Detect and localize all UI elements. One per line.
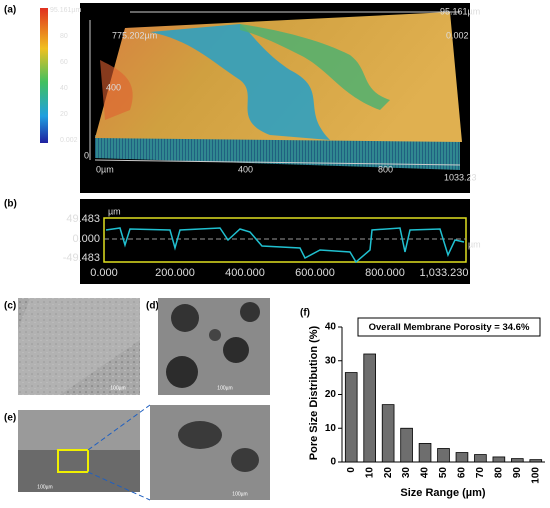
x-tick-label: 400.000 [225, 267, 265, 279]
y-tick-label: 30 [325, 355, 337, 366]
y-tick-label: 20 [325, 389, 337, 400]
panel-label: (d) [146, 301, 159, 312]
y-tick-label: 49.483 [66, 213, 100, 225]
zoom-line [87, 404, 151, 451]
x-tick-label: 30 [401, 467, 412, 479]
surface-walls [95, 135, 460, 170]
bar [492, 456, 506, 463]
colorbar-label: 60 [60, 59, 68, 66]
bar [474, 454, 487, 463]
y-tick-label: 10 [325, 423, 337, 434]
x-tick-label: 40 [420, 467, 431, 479]
pore [223, 337, 249, 363]
axis-label: 775.202µm [112, 30, 157, 40]
x-tick-label: 70 [475, 467, 486, 479]
axis-label: 800 [378, 164, 393, 174]
colorbar-label: 0.002 [60, 137, 78, 144]
panel-label: (a) [4, 5, 16, 16]
bar [400, 427, 413, 463]
colorbar-label: 80 [60, 33, 68, 40]
axis-line [94, 159, 461, 166]
axis-label: 0 [84, 150, 89, 160]
bar [363, 353, 376, 463]
x-tick-label: 80 [494, 467, 505, 479]
pore [166, 356, 198, 388]
x-axis-title: Size Range (µm) [400, 487, 486, 499]
pore [171, 304, 199, 332]
pore [209, 329, 221, 341]
zoom-box [57, 449, 89, 473]
x-tick-label: 800.000 [365, 267, 405, 279]
x-tick-label: 100 [530, 467, 541, 484]
surface-valley [240, 24, 390, 110]
x-tick-label: 50 [438, 467, 449, 479]
unit-label: µm [468, 239, 481, 249]
profile-line [105, 227, 465, 264]
pore [231, 448, 259, 472]
zoom-line [87, 471, 151, 501]
y-tick-label: 0 [330, 457, 336, 468]
x-tick-label: 20 [383, 467, 394, 479]
bar [455, 452, 469, 463]
y-axis-title: Pore Size Distribution (%) [308, 325, 320, 460]
colorbar [40, 8, 48, 143]
x-tick-label: 600.000 [295, 267, 335, 279]
bar [381, 404, 395, 463]
panel-label: (c) [4, 301, 16, 312]
bar [437, 448, 450, 463]
x-tick-label: 90 [512, 467, 523, 479]
x-tick-label: 0.000 [90, 267, 118, 279]
panel-b-bg [80, 199, 470, 284]
x-tick-label: 1,033.230 [420, 267, 469, 279]
bar [529, 459, 543, 463]
axis-label: 1033.23 [444, 172, 477, 182]
scale-bar: 100µm [110, 385, 125, 391]
axis-label: 400 [106, 82, 121, 92]
panel-label: (e) [4, 413, 16, 424]
axis-label: 95.161µm [440, 6, 480, 16]
y-tick-label: 40 [325, 322, 337, 333]
surface-peak [100, 60, 133, 120]
scale-bar: 100µm [37, 484, 52, 490]
pore [240, 302, 260, 322]
unit-label: µm [108, 206, 121, 216]
scale-bar: 100µm [217, 385, 232, 391]
y-tick-label: 0.000 [72, 233, 100, 245]
colorbar-label: 40 [60, 85, 68, 92]
sem-shading [18, 298, 140, 395]
axis-label: 0.002 [446, 30, 469, 40]
colorbar-label: 95.161µm [50, 7, 81, 14]
bar [511, 458, 524, 463]
surface-valley [150, 24, 330, 140]
axis-label: 0µm [96, 164, 114, 174]
x-tick-label: 10 [364, 467, 375, 479]
annotation-box [357, 317, 541, 337]
x-tick-label: 0 [346, 467, 357, 473]
bar [344, 372, 358, 463]
axis-label: 400 [238, 164, 253, 174]
panel-label: (b) [4, 199, 17, 210]
profile-frame [103, 217, 467, 263]
pore [178, 421, 222, 449]
annotation: Overall Membrane Porosity = 34.6% [369, 322, 530, 333]
bar [418, 443, 432, 463]
y-tick-label: -49.483 [63, 252, 100, 264]
panel-label: (f) [300, 308, 310, 319]
scale-bar: 100µm [232, 491, 247, 497]
colorbar-label: 20 [60, 111, 68, 118]
x-tick-label: 60 [457, 467, 468, 479]
x-tick-label: 200.000 [155, 267, 195, 279]
